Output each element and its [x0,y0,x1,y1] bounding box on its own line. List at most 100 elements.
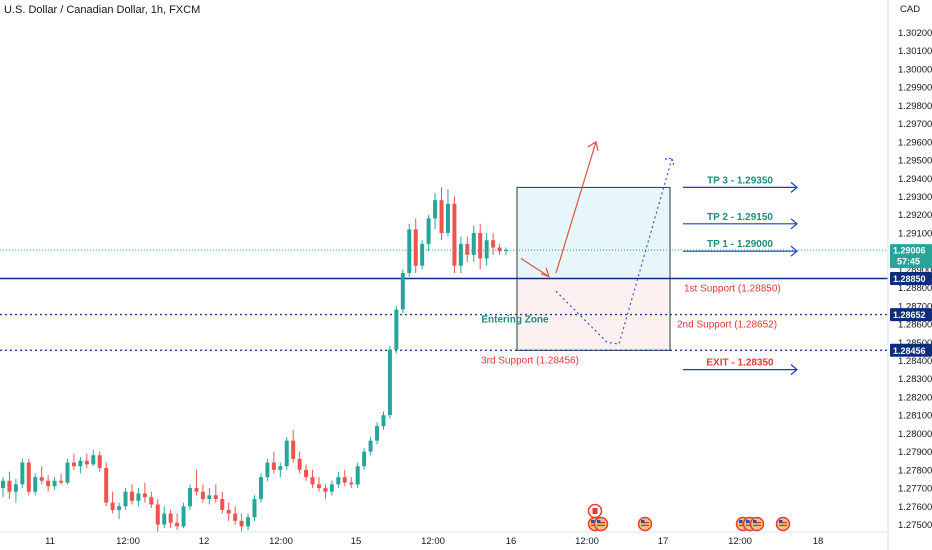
candle-body [220,498,225,510]
candle-body [181,506,186,527]
y-tick-label: 1.28600 [898,320,932,331]
y-tick-label: 1.29500 [898,156,932,167]
candle-body [420,243,425,266]
y-tick-label: 1.28200 [898,392,932,403]
flag-stripe [779,524,787,526]
level-price-badge [890,343,932,357]
candle-body [400,273,405,310]
alternative-path-head [664,157,675,167]
entry-arrow [520,257,550,278]
candle-body [39,477,44,481]
last-price-badge [890,244,932,269]
x-tick-label: 18 [813,536,824,547]
candle-body [265,462,270,478]
y-tick-label: 1.27800 [898,465,932,476]
candle-body [123,491,128,507]
candle-body [104,468,109,503]
candle-body [471,232,476,255]
flag-stripe [597,524,605,526]
us-flag-icon[interactable] [775,516,791,532]
level-price-label: 1.28850 [893,274,926,284]
target-label: EXIT - 1.28350 [706,358,774,369]
price-axis[interactable]: 1.30200 1.30100 1.30000 1.29900 1.29800 1.297… [887,0,932,550]
x-tick-label: 12:00 [269,536,293,547]
target-arrow-head [790,245,798,257]
candle-body [342,477,347,483]
us-flag-icon[interactable] [637,516,653,532]
candle-body [239,520,244,527]
candle-body [71,462,76,467]
flag-canton [753,520,757,523]
candle-body [1,480,5,489]
candle-body [110,502,115,510]
candle-body [175,522,180,527]
candle-body [284,440,289,467]
candle-body [91,455,96,465]
candle-body [246,517,251,527]
countdown-label: 57:45 [897,257,920,267]
flag-ring [593,516,609,532]
y-tick-label: 1.29600 [898,137,932,148]
flag-canton [641,520,645,523]
time-axis[interactable]: 11 12:00 12 12:00 15 12:00 16 12:00 17 12:00 18 [0,531,888,547]
candle-body [439,200,444,233]
y-tick-label: 1.29900 [898,83,932,94]
canada-flag-icon[interactable] [587,503,603,519]
us-flag-icon[interactable] [593,516,609,532]
y-tick-label: 1.28300 [898,374,932,385]
flag-stripe [779,522,787,524]
support-label: 3rd Support (1.28456) [481,355,579,366]
x-tick-label: 12:00 [575,536,599,547]
candle-body [136,493,141,501]
us-flag-icon[interactable] [749,516,765,532]
annotations: TP 3 - 1.29350 TP 2 - 1.29150 TP 1 - 1.290… [481,140,798,376]
candle-body [271,462,276,470]
candle-body [452,203,457,266]
target-arrow-head [790,364,798,376]
candle-body [310,477,315,485]
target-arrow-head [790,218,798,230]
candle-body [465,243,470,255]
y-tick-label: 1.29300 [898,192,932,203]
candle-body [381,415,386,427]
target-label: TP 3 - 1.29350 [707,175,773,186]
candle-body [433,200,438,219]
candle-body [149,497,154,505]
candles [1,187,508,532]
candle-body [46,480,51,487]
candle-body [336,477,341,485]
candle-body [129,491,134,501]
candle-body [142,493,147,498]
candle-body [168,513,173,523]
last-price-label: 1.29006 [893,246,926,256]
flag-ring [749,516,765,532]
x-tick-label: 12:00 [728,536,752,547]
x-tick-label: 12:00 [116,536,140,547]
candle-body [233,513,238,521]
candle-body [97,455,102,469]
level-price-label: 1.28652 [893,310,926,320]
flag-stripe [597,522,605,524]
economic-events[interactable] [587,503,791,532]
bullish-arrow [555,141,597,274]
candle-body [304,469,309,478]
candle-body [491,240,496,248]
candle-body [316,484,321,489]
candle-body [258,477,263,499]
candle-body [20,462,25,485]
flag-ring [775,516,791,532]
candle-body [497,247,502,252]
candle-body [426,218,431,244]
candle-body [362,451,367,467]
candle-body [117,506,122,510]
y-tick-label: 1.28900 [898,265,932,276]
x-tick-label: 12:00 [421,536,445,547]
flag-leaf [592,508,598,514]
candle-body [33,477,38,492]
candle-body [13,484,18,492]
x-tick-label: 15 [351,536,362,547]
y-tick-label: 1.28100 [898,411,932,422]
chart-title: U.S. Dollar / Canadian Dollar, 1h, FXCM [4,4,200,16]
